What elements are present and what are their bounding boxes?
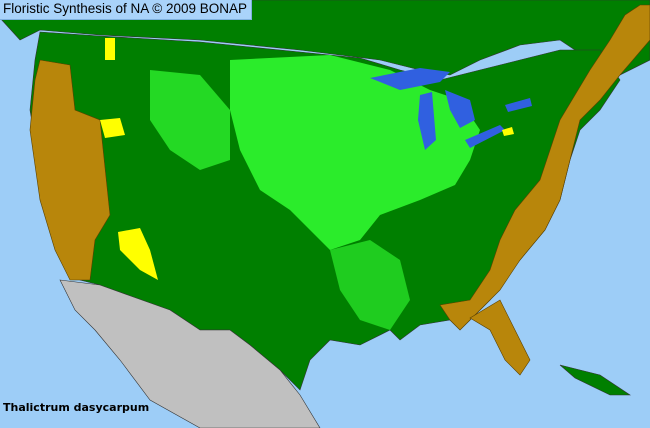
great-lake-erie — [465, 125, 505, 148]
great-lake-ontario — [505, 98, 532, 112]
yellow-county-utah — [100, 118, 125, 138]
cuba-region — [559, 364, 631, 396]
south-light-green — [330, 240, 410, 330]
map-title: Floristic Synthesis of NA © 2009 BONAP — [0, 0, 253, 20]
west-coast-states — [29, 59, 111, 281]
east-coast-states — [439, 4, 650, 331]
yellow-county-arizona — [118, 228, 158, 280]
great-lake-michigan — [418, 92, 436, 150]
plains-light-green — [150, 70, 230, 170]
midwest-light-green — [230, 55, 480, 250]
canada-region — [0, 0, 650, 81]
great-lake-huron — [445, 90, 475, 128]
mexico-region — [59, 279, 321, 428]
species-name: Thalictrum dasycarpum — [3, 401, 150, 414]
florida — [469, 299, 531, 376]
yellow-county-pa — [502, 127, 514, 136]
yellow-county-idaho — [105, 38, 115, 60]
great-lake-superior — [370, 68, 450, 90]
